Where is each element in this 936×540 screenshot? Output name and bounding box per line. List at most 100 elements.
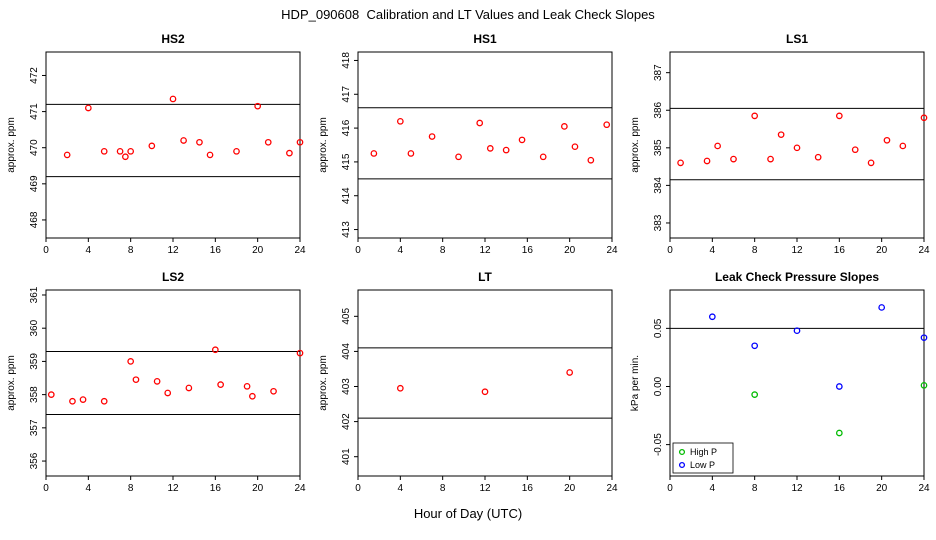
data-point: [211, 346, 219, 354]
data-point: [243, 382, 251, 390]
x-tick-label: 0: [43, 483, 49, 494]
chart-hs1: HS1 0 4 8 12 16 20 24 413 414 415 416 417 418 approx. …: [318, 32, 618, 256]
data-point: [286, 149, 293, 157]
y-axis-label: approx. ppm: [630, 117, 641, 173]
y-tick-label: 471: [29, 103, 40, 120]
x-tick-label: 4: [398, 245, 404, 256]
data-point: [920, 334, 928, 342]
chart-cell-lt: LT 0 4 8 12 16 20 24 401 402 403 404 405 approx. ppm: [312, 266, 624, 504]
x-tick-label: 12: [791, 483, 803, 494]
x-tick-label: 12: [791, 245, 803, 256]
plot-box: [357, 51, 613, 239]
x-axis-title: Hour of Day (UTC): [413, 506, 523, 521]
chart-title: HS2: [161, 32, 185, 46]
data-point: [587, 156, 595, 164]
chart-cell-ls2: LS2 0 4 8 12 16 20 24 356 357 358 359 360 361 approx. …: [0, 266, 312, 504]
x-tick-label: 20: [876, 245, 888, 256]
data-point: [767, 155, 774, 163]
data-point: [249, 392, 256, 400]
data-point: [254, 102, 262, 110]
data-point: [867, 159, 875, 167]
data-point: [539, 153, 547, 161]
x-tick-label: 20: [564, 483, 576, 494]
data-point: [217, 381, 224, 389]
x-tick-label: 12: [479, 245, 491, 256]
y-axis-label: approx. ppm: [318, 117, 329, 173]
chart-title: LT: [478, 270, 492, 284]
y-tick-label: 0.05: [653, 318, 664, 338]
y-tick-label: 383: [653, 214, 664, 231]
x-tick-label: 16: [210, 483, 222, 494]
y-tick-label: 469: [29, 175, 40, 192]
data-point: [63, 151, 71, 159]
plot-box: [45, 51, 301, 239]
chart-cell-hs1: HS1 0 4 8 12 16 20 24 413 414 415 416 417 418 approx. …: [312, 28, 624, 266]
data-point: [561, 123, 568, 130]
data-point: [899, 142, 907, 150]
x-tick-label: 0: [355, 245, 361, 256]
data-point: [206, 151, 214, 159]
data-point: [180, 137, 187, 144]
x-tick-label: 8: [440, 245, 446, 256]
data-point: [851, 146, 859, 154]
data-point: [455, 153, 462, 161]
y-tick-label: 360: [29, 319, 40, 336]
y-tick-label: 361: [29, 286, 40, 303]
y-tick-label: 357: [29, 419, 40, 436]
y-tick-label: 416: [341, 119, 352, 136]
y-tick-label: 414: [341, 187, 352, 204]
y-tick-label: 472: [29, 67, 40, 84]
data-point: [233, 147, 240, 155]
x-tick-label: 4: [710, 483, 716, 494]
data-point: [481, 388, 489, 396]
x-tick-label: 4: [86, 483, 92, 494]
y-tick-label: 415: [341, 153, 352, 170]
data-point: [751, 391, 759, 398]
data-point: [566, 369, 574, 376]
x-tick-label: 24: [606, 245, 618, 256]
legend-marker: [678, 448, 686, 456]
data-point: [296, 349, 304, 357]
data-point: [714, 142, 721, 150]
data-point: [148, 142, 156, 150]
chart-title: Leak Check Pressure Slopes: [715, 270, 879, 284]
data-point: [79, 396, 87, 403]
x-tick-label: 24: [294, 483, 306, 494]
y-tick-label: -0.05: [653, 433, 664, 456]
x-tick-label: 16: [834, 483, 846, 494]
x-tick-label: 16: [210, 245, 222, 256]
data-point: [835, 429, 843, 437]
y-tick-label: 386: [653, 101, 664, 118]
data-point: [751, 112, 759, 120]
y-axis-label: kPa per min.: [630, 355, 641, 411]
x-tick-label: 20: [252, 245, 264, 256]
y-tick-label: 403: [341, 378, 352, 395]
data-point: [793, 144, 801, 152]
data-point: [100, 147, 108, 155]
x-tick-label: 16: [834, 245, 846, 256]
data-point: [122, 153, 129, 161]
data-point: [296, 138, 304, 146]
x-tick-label: 20: [252, 483, 264, 494]
y-tick-label: 387: [653, 64, 664, 81]
data-point: [476, 119, 484, 127]
data-point: [777, 131, 785, 139]
legend-label: High P: [690, 447, 717, 457]
data-point: [835, 383, 843, 390]
data-point: [370, 150, 378, 157]
x-tick-label: 24: [918, 245, 930, 256]
y-tick-label: 470: [29, 139, 40, 156]
x-tick-label: 8: [128, 245, 134, 256]
x-tick-label: 12: [479, 483, 491, 494]
x-tick-label: 4: [398, 483, 404, 494]
data-point: [920, 381, 928, 389]
data-point: [164, 389, 172, 397]
x-tick-label: 24: [294, 245, 306, 256]
y-tick-label: 0.00: [653, 376, 664, 396]
y-tick-label: 359: [29, 353, 40, 370]
data-point: [185, 384, 193, 392]
x-tick-label: 0: [43, 245, 49, 256]
x-tick-label: 0: [667, 245, 673, 256]
x-tick-label: 12: [167, 245, 179, 256]
data-point: [270, 387, 277, 395]
